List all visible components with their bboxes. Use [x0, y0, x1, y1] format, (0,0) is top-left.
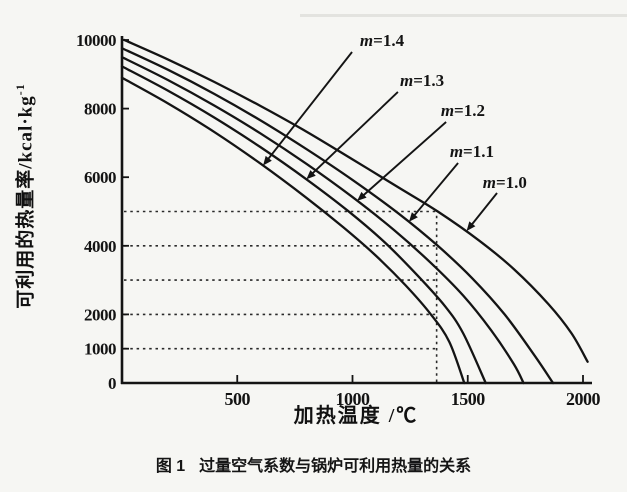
annotation-arrowhead-m-1.1	[408, 212, 418, 222]
annotation-label-m-1.0: m=1.0	[483, 173, 527, 192]
curve-m-1.1	[120, 47, 555, 385]
y-axis-title-superscript: -1	[13, 83, 28, 96]
annotation-arrow-line-m-1.2	[360, 121, 447, 198]
x-tick-label-500: 500	[225, 389, 251, 409]
y-axis-title-text: 可利用的热量率/kcal·kg	[15, 95, 37, 309]
figure-caption-text: 过量空气系数与锅炉可利用热量的关系	[199, 458, 472, 475]
annotation-arrow-line-m-1.4	[266, 51, 353, 162]
annotation-label-m-1.2: m=1.2	[441, 101, 485, 120]
annotation-arrow-line-m-1.1	[412, 162, 459, 218]
y-tick-label-2000: 2000	[84, 305, 116, 324]
curve-m-1.4	[120, 76, 466, 385]
y-tick-label-10000: 10000	[76, 31, 116, 50]
annotation-arrow-line-m-1.0	[469, 192, 498, 227]
figure-caption: 图 1 过量空气系数与锅炉可利用热量的关系	[0, 452, 627, 476]
annotation-arrowhead-m-1.3	[306, 170, 316, 180]
annotation-arrowhead-m-1.4	[263, 155, 272, 166]
annotation-label-m-1.3: m=1.3	[400, 71, 444, 90]
annotation-arrowhead-m-1.0	[466, 221, 476, 232]
annotation-arrowhead-m-1.2	[357, 191, 367, 201]
y-tick-label-6000: 6000	[84, 168, 116, 187]
x-axis-title: 加热温度 /℃	[293, 405, 419, 427]
y-axis-title: 可利用的热量率/kcal·kg-1	[11, 83, 38, 308]
x-tick-label-2000: 2000	[566, 389, 601, 409]
annotation-arrow-line-m-1.3	[310, 91, 399, 176]
curve-m-1.2	[120, 56, 525, 385]
scan-artifact	[300, 14, 627, 17]
curve-m-1.3	[120, 65, 487, 385]
x-tick-label-1500: 1500	[451, 389, 486, 409]
curve-m-1.0	[123, 38, 589, 363]
annotation-label-m-1.1: m=1.1	[450, 142, 494, 161]
figure-caption-number: 图 1	[155, 458, 186, 475]
y-tick-label-4000: 4000	[84, 237, 116, 256]
y-tick-label-0: 0	[108, 374, 116, 393]
y-tick-label-8000: 8000	[84, 100, 116, 119]
x-tick-label-1000: 1000	[336, 389, 371, 409]
y-tick-label-1000: 1000	[84, 340, 116, 359]
annotation-label-m-1.4: m=1.4	[360, 31, 405, 50]
